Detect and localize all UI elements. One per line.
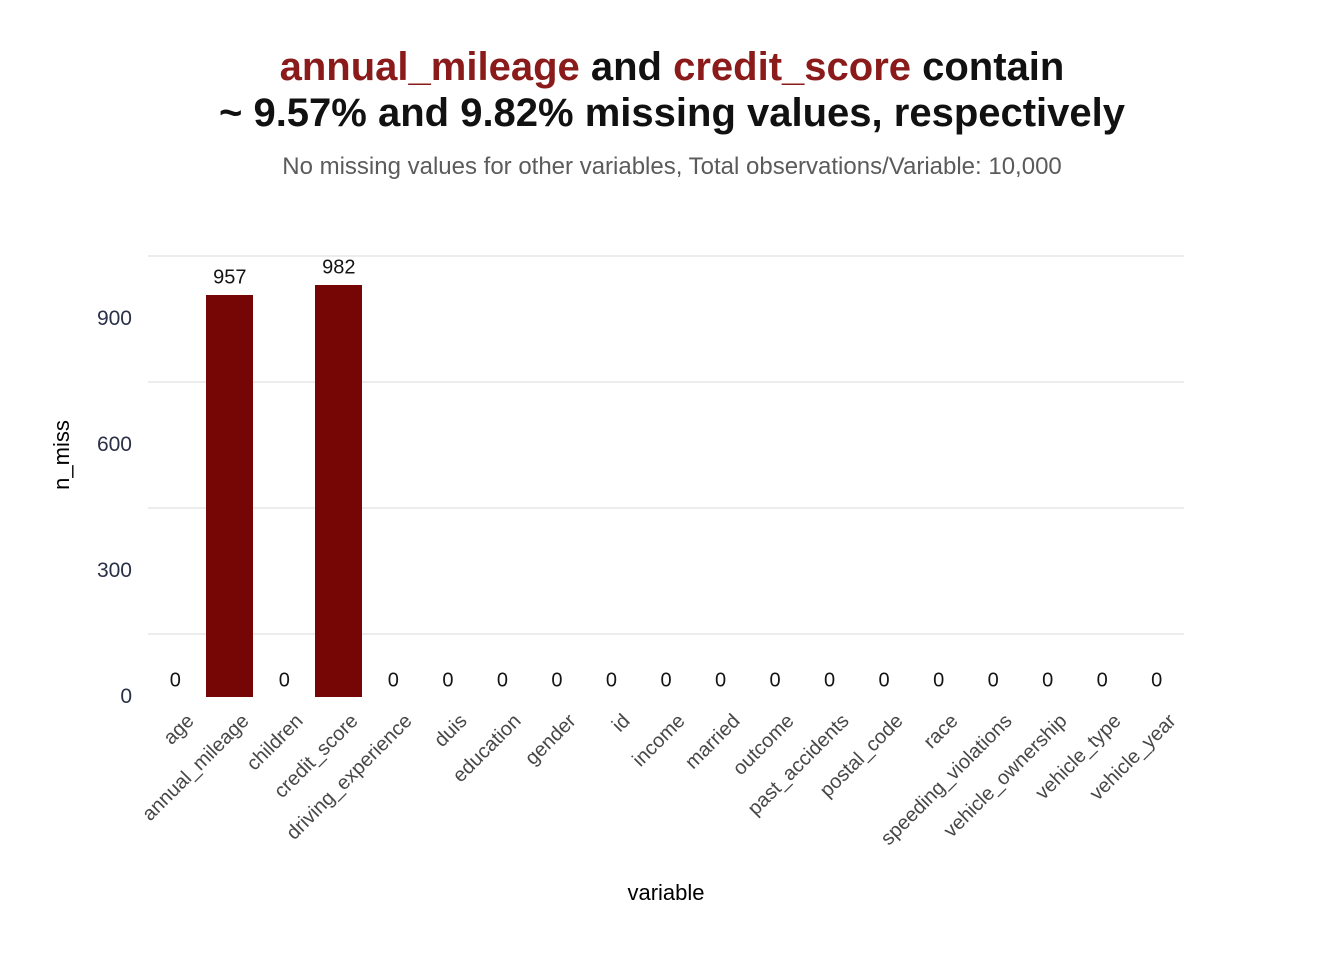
value-label-vehicle_year: 0 [1151, 669, 1163, 692]
value-label-driving_experience: 0 [387, 669, 399, 692]
y-tick-label-600: 600 [96, 433, 132, 456]
value-label-outcome: 0 [769, 669, 781, 692]
value-label-vehicle_type: 0 [1096, 669, 1108, 692]
value-label-age: 0 [169, 669, 181, 692]
title-highlighted-variable: credit_score [673, 45, 912, 89]
x-tick-label-gender: gender [520, 710, 581, 770]
value-label-vehicle_ownership: 0 [1042, 669, 1054, 692]
value-label-gender: 0 [551, 669, 563, 692]
chart-title-line1: annual_mileage and credit_score contain [0, 44, 1344, 90]
chart-title: annual_mileage and credit_score contain … [0, 44, 1344, 136]
value-label-postal_code: 0 [878, 669, 890, 692]
bar-credit_score [315, 284, 363, 697]
value-label-education: 0 [496, 669, 508, 692]
y-tick-label-300: 300 [96, 559, 132, 582]
gridline-1050 [148, 255, 1184, 257]
value-label-past_accidents: 0 [824, 669, 836, 692]
value-label-married: 0 [714, 669, 727, 692]
x-tick-label-income: income [628, 710, 690, 772]
bar-annual_mileage [206, 295, 254, 697]
title-text: contain [911, 45, 1065, 89]
x-axis-title: variable [627, 880, 705, 905]
title-highlighted-variable: annual_mileage [279, 45, 580, 89]
value-label-credit_score: 982 [322, 256, 356, 279]
value-label-income: 0 [660, 669, 672, 692]
y-tick-label-0: 0 [120, 685, 132, 708]
value-label-duis: 0 [442, 669, 454, 692]
x-tick-label-age: age [159, 710, 199, 750]
value-label-id: 0 [605, 669, 618, 692]
x-tick-label-duis: duis [429, 710, 472, 752]
gridline-150 [148, 633, 1184, 635]
value-label-speeding_violations: 0 [987, 669, 999, 692]
chart-title-line2: ~ 9.57% and 9.82% missing values, respec… [218, 91, 1126, 135]
x-tick-label-id: id [608, 710, 636, 737]
value-label-annual_mileage: 957 [213, 266, 247, 289]
gridline-750 [148, 381, 1184, 383]
gridline-450 [148, 507, 1184, 509]
y-tick-label-900: 900 [96, 307, 132, 330]
y-axis-title: n_miss [49, 420, 74, 490]
x-tick-label-race: race [919, 710, 963, 754]
title-text: and [579, 45, 674, 89]
chart-subtitle: No missing values for other variables, T… [282, 153, 1062, 180]
value-label-children: 0 [278, 669, 290, 692]
value-label-race: 0 [933, 669, 945, 692]
